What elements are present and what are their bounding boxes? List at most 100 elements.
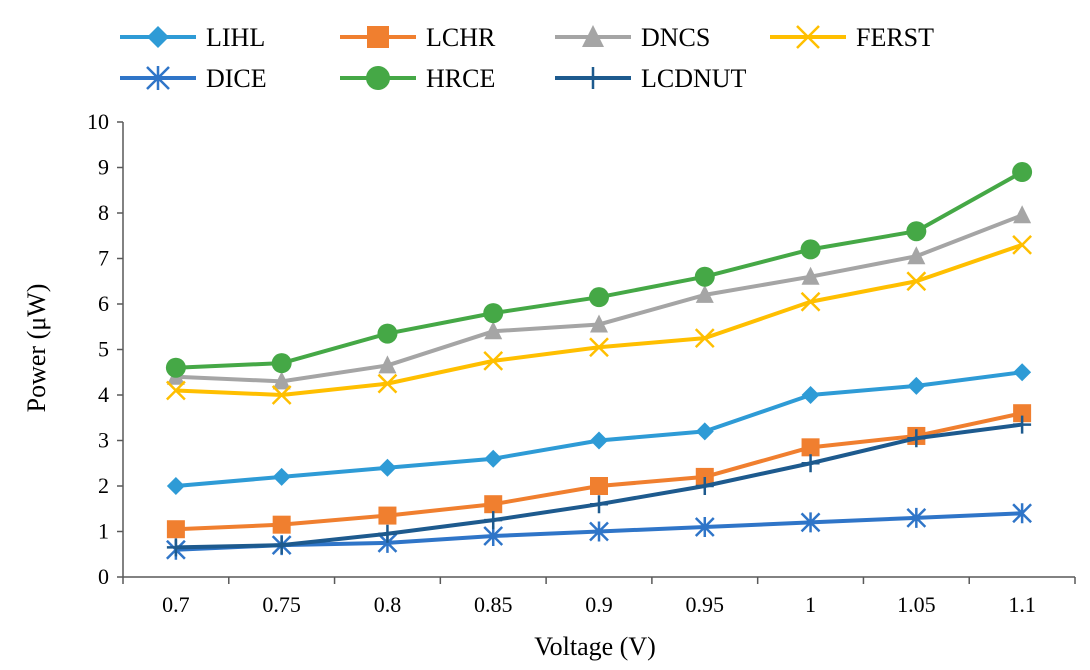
- data-point-dice: [1012, 503, 1032, 524]
- chart-axes: 0 1 2 3 4 5 6 7 8 9 10 0.7 0.75 0.8 0.85 0.9 0.95 1 1.05 1.…: [87, 109, 1076, 617]
- data-point-ferst: [589, 337, 609, 358]
- x-tick-label: 0.7: [162, 592, 190, 617]
- legend-marker-ferst: [796, 25, 820, 49]
- legend-label-dncs: DNCS: [641, 23, 710, 52]
- data-point-lihl: [1013, 363, 1032, 382]
- data-point-lcdnut: [166, 538, 185, 557]
- data-point-hrce: [483, 303, 504, 324]
- data-point-dncs: [695, 284, 714, 303]
- data-point-lchr: [166, 520, 185, 539]
- y-tick-label: 5: [98, 337, 109, 362]
- x-axis-title: Voltage (V): [534, 632, 656, 661]
- y-tick-label: 6: [98, 291, 109, 316]
- data-point-ferst: [906, 271, 927, 292]
- data-point-lchr: [801, 438, 820, 457]
- data-point-lihl: [484, 449, 503, 468]
- legend-item-lcdnut: LCDNUT: [555, 64, 747, 93]
- legend-item-ferst: FERST: [770, 23, 934, 52]
- legend-marker-dice: [146, 66, 170, 90]
- data-point-dncs: [272, 371, 291, 390]
- y-tick-label: 2: [98, 473, 109, 498]
- x-tick-label: 1.1: [1008, 592, 1036, 617]
- data-point-dice: [483, 526, 504, 547]
- y-tick-label: 4: [98, 382, 109, 407]
- x-tick-label: 0.95: [686, 592, 725, 617]
- legend-item-dice: DICE: [120, 64, 267, 93]
- data-point-ferst: [483, 350, 504, 371]
- data-point-dice: [589, 521, 609, 542]
- data-point-hrce: [906, 221, 927, 242]
- data-point-dncs: [1013, 205, 1032, 224]
- y-tick-label: 8: [98, 200, 109, 225]
- data-point-lcdnut: [378, 524, 397, 543]
- data-point-dice: [906, 507, 927, 528]
- data-point-ferst: [377, 373, 398, 394]
- data-point-lihl: [590, 431, 608, 450]
- data-point-hrce: [1012, 162, 1033, 183]
- x-tick-label: 1: [805, 592, 816, 617]
- data-point-dncs: [590, 314, 608, 333]
- series-lchr: [166, 404, 1032, 539]
- legend-item-dncs: DNCS: [555, 23, 710, 52]
- data-point-lchr: [695, 467, 714, 486]
- data-point-lchr: [1013, 404, 1032, 423]
- legend-label-hrce: HRCE: [426, 64, 495, 93]
- data-point-hrce: [589, 287, 609, 308]
- x-tick-label: 0.75: [262, 592, 301, 617]
- data-point-ferst: [1012, 234, 1032, 255]
- y-tick-label: 0: [98, 564, 109, 589]
- legend-label-lcdnut: LCDNUT: [641, 64, 747, 93]
- y-tick-label: 1: [98, 519, 109, 544]
- x-tick-label: 0.85: [474, 592, 513, 617]
- legend-label-dice: DICE: [206, 64, 267, 93]
- series-dncs: [166, 205, 1032, 390]
- series-line-lihl: [175, 370, 1023, 488]
- data-point-lcdnut: [590, 495, 608, 514]
- series-ferst: [166, 234, 1032, 405]
- y-axis-title: Power (μW): [22, 284, 51, 413]
- data-point-hrce: [800, 239, 821, 260]
- legend-marker-lihl: [147, 26, 169, 48]
- series-line-hrce: [175, 170, 1024, 370]
- legend-label-ferst: FERST: [856, 23, 934, 52]
- data-point-hrce: [271, 353, 292, 374]
- data-point-dice: [800, 512, 821, 533]
- x-tick-label: 0.8: [374, 592, 402, 617]
- legend-item-hrce: HRCE: [340, 64, 495, 93]
- legend-item-lihl: LIHL: [120, 23, 265, 52]
- data-point-lcdnut: [907, 429, 926, 448]
- data-point-lihl: [695, 422, 714, 441]
- series-hrce: [165, 162, 1033, 378]
- chart-legend: LIHL LCHR DNCS FERST DICE HRCE LCDNUT: [120, 23, 934, 93]
- x-tick-label: 0.9: [585, 592, 613, 617]
- legend-marker-lchr: [367, 26, 389, 48]
- data-point-dncs: [484, 321, 503, 340]
- data-point-hrce: [165, 357, 186, 378]
- legend-marker-lcdnut: [582, 67, 604, 89]
- data-point-ferst: [166, 380, 186, 401]
- data-point-dncs: [801, 266, 820, 285]
- y-tick-label: 3: [98, 428, 109, 453]
- y-tick-label: 7: [98, 246, 109, 271]
- data-point-dncs: [907, 246, 926, 265]
- data-point-lihl: [378, 458, 397, 477]
- data-point-lcdnut: [695, 477, 714, 495]
- x-tick-label: 1.05: [897, 592, 936, 617]
- legend-marker-dncs: [582, 25, 604, 47]
- data-point-dice: [694, 516, 715, 537]
- data-point-lcdnut: [801, 454, 820, 473]
- data-point-ferst: [271, 385, 292, 405]
- series-lcdnut: [166, 415, 1032, 557]
- data-point-hrce: [377, 323, 398, 344]
- data-point-dncs: [378, 355, 397, 374]
- data-point-lcdnut: [484, 511, 503, 530]
- chart-series-layer: [165, 162, 1033, 560]
- data-point-lihl: [801, 386, 820, 404]
- data-point-lcdnut: [272, 536, 291, 555]
- legend-marker-hrce: [366, 66, 390, 90]
- series-lihl: [166, 363, 1032, 495]
- y-tick-label: 9: [98, 155, 109, 180]
- data-point-lihl: [907, 376, 926, 395]
- legend-label-lchr: LCHR: [426, 23, 496, 52]
